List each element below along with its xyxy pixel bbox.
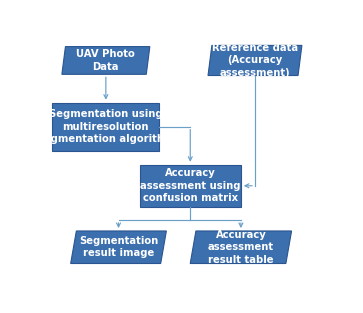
FancyBboxPatch shape <box>52 103 159 151</box>
Text: Segmentation using
multiresolution
segmentation algorithm: Segmentation using multiresolution segme… <box>38 109 174 144</box>
FancyBboxPatch shape <box>140 165 241 207</box>
Text: UAV Photo
Data: UAV Photo Data <box>77 49 135 72</box>
Polygon shape <box>190 231 291 264</box>
Polygon shape <box>71 231 166 264</box>
Text: Accuracy
assessment using
confusion matrix: Accuracy assessment using confusion matr… <box>140 168 241 203</box>
Polygon shape <box>208 45 302 75</box>
Text: Accuracy
assessment
result table: Accuracy assessment result table <box>208 230 274 264</box>
Polygon shape <box>62 47 150 74</box>
Text: Segmentation
result image: Segmentation result image <box>79 236 158 259</box>
Text: Reference data
(Accuracy
assessment): Reference data (Accuracy assessment) <box>212 43 298 78</box>
